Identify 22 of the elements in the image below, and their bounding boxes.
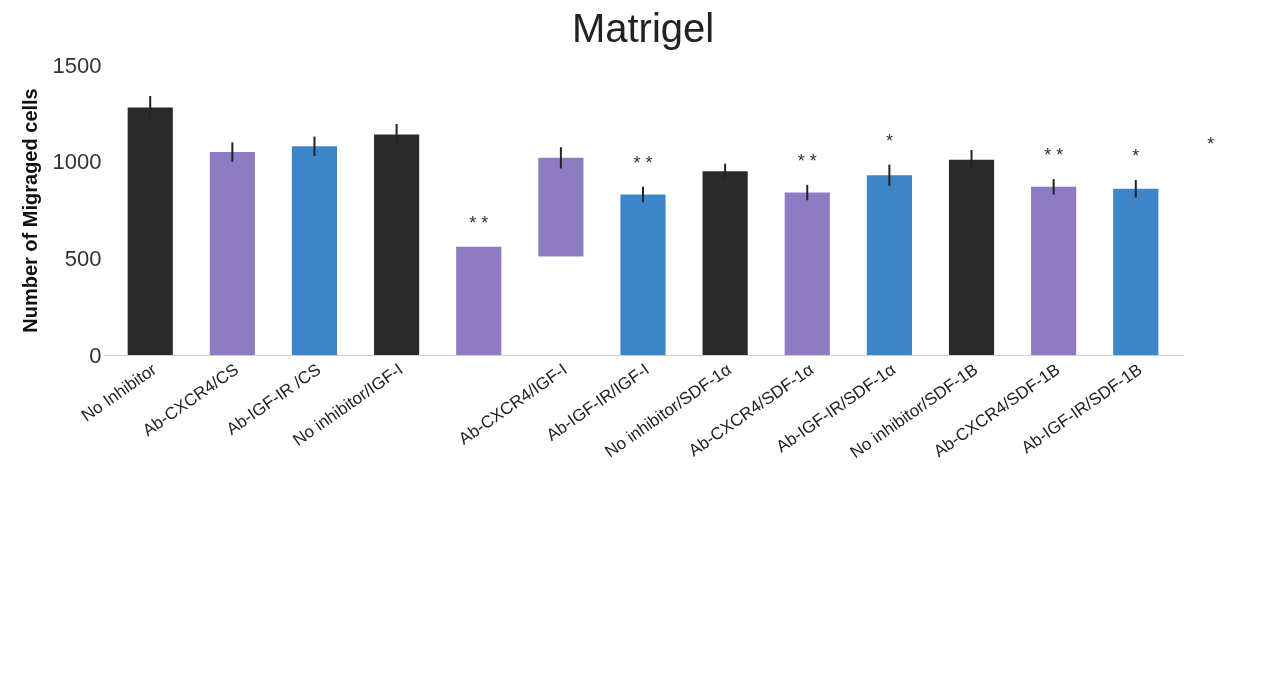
annotation: * * [1044, 145, 1064, 166]
bar [620, 194, 666, 355]
chart-title: Matrigel [571, 6, 715, 50]
bar [538, 157, 584, 257]
y-axis-title: Number of Migraged cells [18, 88, 41, 333]
bar [209, 152, 255, 355]
bar [456, 246, 502, 355]
annotation: * * [797, 150, 817, 171]
bar [291, 146, 338, 355]
y-tick-label: 500 [64, 245, 102, 271]
bar [1031, 186, 1077, 355]
annotation: * [1132, 146, 1140, 167]
text: * [1207, 134, 1215, 154]
bar [866, 175, 912, 355]
bar [784, 192, 830, 355]
y-tick-label: 0 [89, 342, 102, 368]
bar [1113, 188, 1159, 355]
annotation: * * [469, 212, 489, 233]
y-tick-label: 1500 [52, 52, 102, 78]
annotation: * [885, 130, 893, 151]
annotation: * * [633, 152, 653, 173]
y-tick-label: 1000 [52, 149, 102, 175]
